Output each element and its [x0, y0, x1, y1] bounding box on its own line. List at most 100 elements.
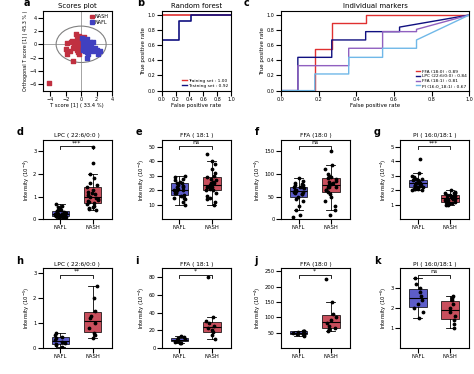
PathPatch shape [441, 301, 459, 319]
Point [179, 199, 186, 205]
Point [326, 327, 333, 332]
Point [323, 321, 331, 327]
Point [87, 43, 94, 49]
Point [59, 211, 66, 217]
Point [73, 36, 81, 42]
Point [416, 156, 424, 162]
Point [52, 342, 59, 348]
Point [327, 148, 335, 154]
Point [419, 309, 427, 315]
Point [53, 202, 60, 208]
Text: ***: *** [72, 140, 81, 145]
Point [414, 177, 422, 183]
Point [55, 215, 63, 221]
Point [417, 180, 424, 186]
Point [329, 311, 337, 317]
Point [86, 180, 93, 186]
Point [85, 45, 92, 50]
Point [325, 182, 333, 188]
Point [58, 214, 65, 220]
Point [203, 196, 210, 202]
PathPatch shape [203, 177, 220, 190]
Y-axis label: Intensity ($10^{-4}$): Intensity ($10^{-4}$) [137, 287, 147, 329]
Point [171, 190, 179, 196]
Point [447, 309, 454, 315]
PathPatch shape [203, 322, 220, 331]
Point [58, 344, 66, 350]
Point [411, 183, 419, 189]
Text: k: k [374, 256, 380, 266]
PathPatch shape [322, 315, 340, 328]
Point [53, 208, 61, 214]
Point [448, 295, 456, 301]
Title: FFA ( 18:1 ): FFA ( 18:1 ) [180, 262, 213, 267]
Point [82, 38, 90, 44]
Point [322, 187, 329, 193]
Point [210, 314, 217, 320]
Point [53, 330, 60, 336]
Text: **: ** [73, 269, 80, 274]
Point [81, 48, 89, 54]
Point [451, 190, 458, 196]
Point [414, 186, 422, 192]
Text: c: c [243, 0, 249, 9]
Point [292, 188, 300, 194]
Point [53, 213, 60, 219]
Point [86, 325, 93, 331]
Point [206, 186, 213, 192]
Point [75, 51, 82, 57]
X-axis label: False positive rate: False positive rate [171, 103, 221, 108]
Point [325, 173, 332, 179]
Point [203, 193, 211, 199]
Y-axis label: Intensity ($10^{-4}$): Intensity ($10^{-4}$) [137, 158, 147, 201]
Point [182, 173, 189, 179]
Point [299, 182, 307, 188]
Point [91, 191, 99, 197]
Point [204, 274, 212, 280]
Text: ns: ns [430, 269, 438, 274]
Point [299, 328, 307, 334]
Point [451, 199, 459, 205]
Point [90, 39, 97, 45]
Point [300, 332, 308, 338]
Point [92, 195, 100, 201]
Point [298, 181, 306, 187]
Point [210, 179, 217, 185]
Point [325, 184, 333, 190]
Point [289, 330, 297, 336]
Point [52, 212, 59, 218]
Point [294, 329, 301, 335]
PathPatch shape [290, 331, 308, 334]
Point [90, 200, 98, 206]
Point [174, 186, 182, 192]
Point [295, 203, 302, 209]
Point [206, 182, 213, 188]
Point [293, 187, 301, 193]
Point [448, 297, 456, 303]
Title: LPC ( 22:6/0:0 ): LPC ( 22:6/0:0 ) [55, 133, 100, 138]
Point [94, 51, 102, 57]
Point [290, 189, 298, 195]
Point [68, 38, 76, 44]
Point [211, 170, 219, 176]
Point [58, 338, 65, 344]
Point [83, 36, 91, 42]
Text: d: d [16, 127, 23, 137]
Point [62, 46, 70, 52]
PathPatch shape [409, 289, 427, 307]
Point [71, 41, 78, 47]
Point [295, 175, 303, 181]
Point [327, 181, 335, 187]
Point [79, 40, 86, 46]
Point [80, 45, 87, 50]
Point [70, 45, 77, 50]
Point [51, 332, 58, 338]
Point [326, 179, 333, 185]
Point [411, 182, 419, 188]
Point [290, 214, 297, 220]
Title: LPC ( 22:6/0:0 ): LPC ( 22:6/0:0 ) [55, 262, 100, 267]
Point [69, 58, 76, 64]
Point [451, 313, 458, 319]
Text: a: a [23, 0, 30, 9]
Point [328, 318, 335, 324]
